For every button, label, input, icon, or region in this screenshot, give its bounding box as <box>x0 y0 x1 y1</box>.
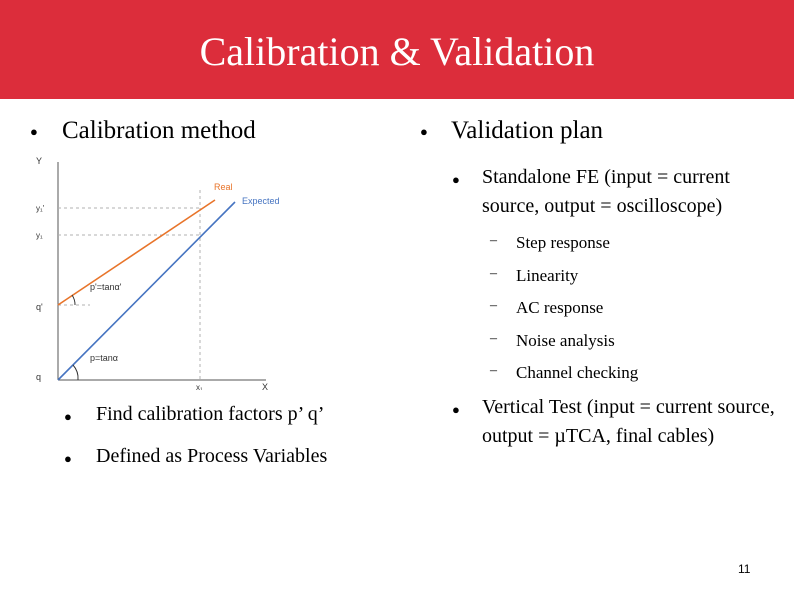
slope-label: p=tanα <box>90 353 118 363</box>
x1-label: x₁ <box>196 383 203 390</box>
bullet-icon: ● <box>30 124 38 139</box>
slope-prime-label: p'=tanα' <box>90 282 122 292</box>
real-line <box>57 199 216 306</box>
angle-arc <box>72 364 79 381</box>
test-ac-response: AC response <box>516 298 604 317</box>
bullet-icon: ● <box>64 451 72 466</box>
bullet-icon: ● <box>452 172 460 187</box>
bullet-icon: ● <box>452 402 460 417</box>
left-heading: Calibration method <box>62 117 256 144</box>
page-number: 11 <box>738 562 751 576</box>
y1-label: y₁ <box>36 231 43 240</box>
test-linearity: Linearity <box>516 266 579 285</box>
expected-line <box>57 201 236 381</box>
y1-prime-label: y₁' <box>36 204 45 213</box>
dash-icon: – <box>490 233 497 248</box>
right-heading: Validation plan <box>451 117 604 144</box>
calibration-diagram: Y X y₁' y₁ q' q x₁ Real Expected p'=tanα… <box>36 156 280 390</box>
fe-label: Standalone FE (input = current source, o… <box>482 166 730 217</box>
bullet-icon: ● <box>64 409 72 424</box>
dash-icon: – <box>490 298 497 313</box>
y-axis-label: Y <box>36 156 42 166</box>
test-step-response: Step response <box>516 233 610 252</box>
q-prime-label: q' <box>36 302 43 312</box>
expected-label: Expected <box>242 196 280 206</box>
dash-icon: – <box>490 363 497 378</box>
left-item-2: Defined as Process Variables <box>96 445 328 467</box>
test-noise-analysis: Noise analysis <box>516 331 615 350</box>
x-axis-label: X <box>262 382 268 390</box>
dash-icon: – <box>490 331 497 346</box>
real-label: Real <box>214 182 233 192</box>
angle-arc-prime <box>71 294 76 306</box>
q-label: q <box>36 372 41 382</box>
test-channel-checking: Channel checking <box>516 363 639 382</box>
left-item-1: Find calibration factors p’ q’ <box>96 403 325 425</box>
vertical-test-label: Vertical Test (input = current source, o… <box>482 396 775 447</box>
slide-title: Calibration & Validation <box>199 29 595 74</box>
dash-icon: – <box>490 266 497 281</box>
bullet-icon: ● <box>420 124 428 139</box>
title-bar: Calibration & Validation <box>0 0 794 99</box>
